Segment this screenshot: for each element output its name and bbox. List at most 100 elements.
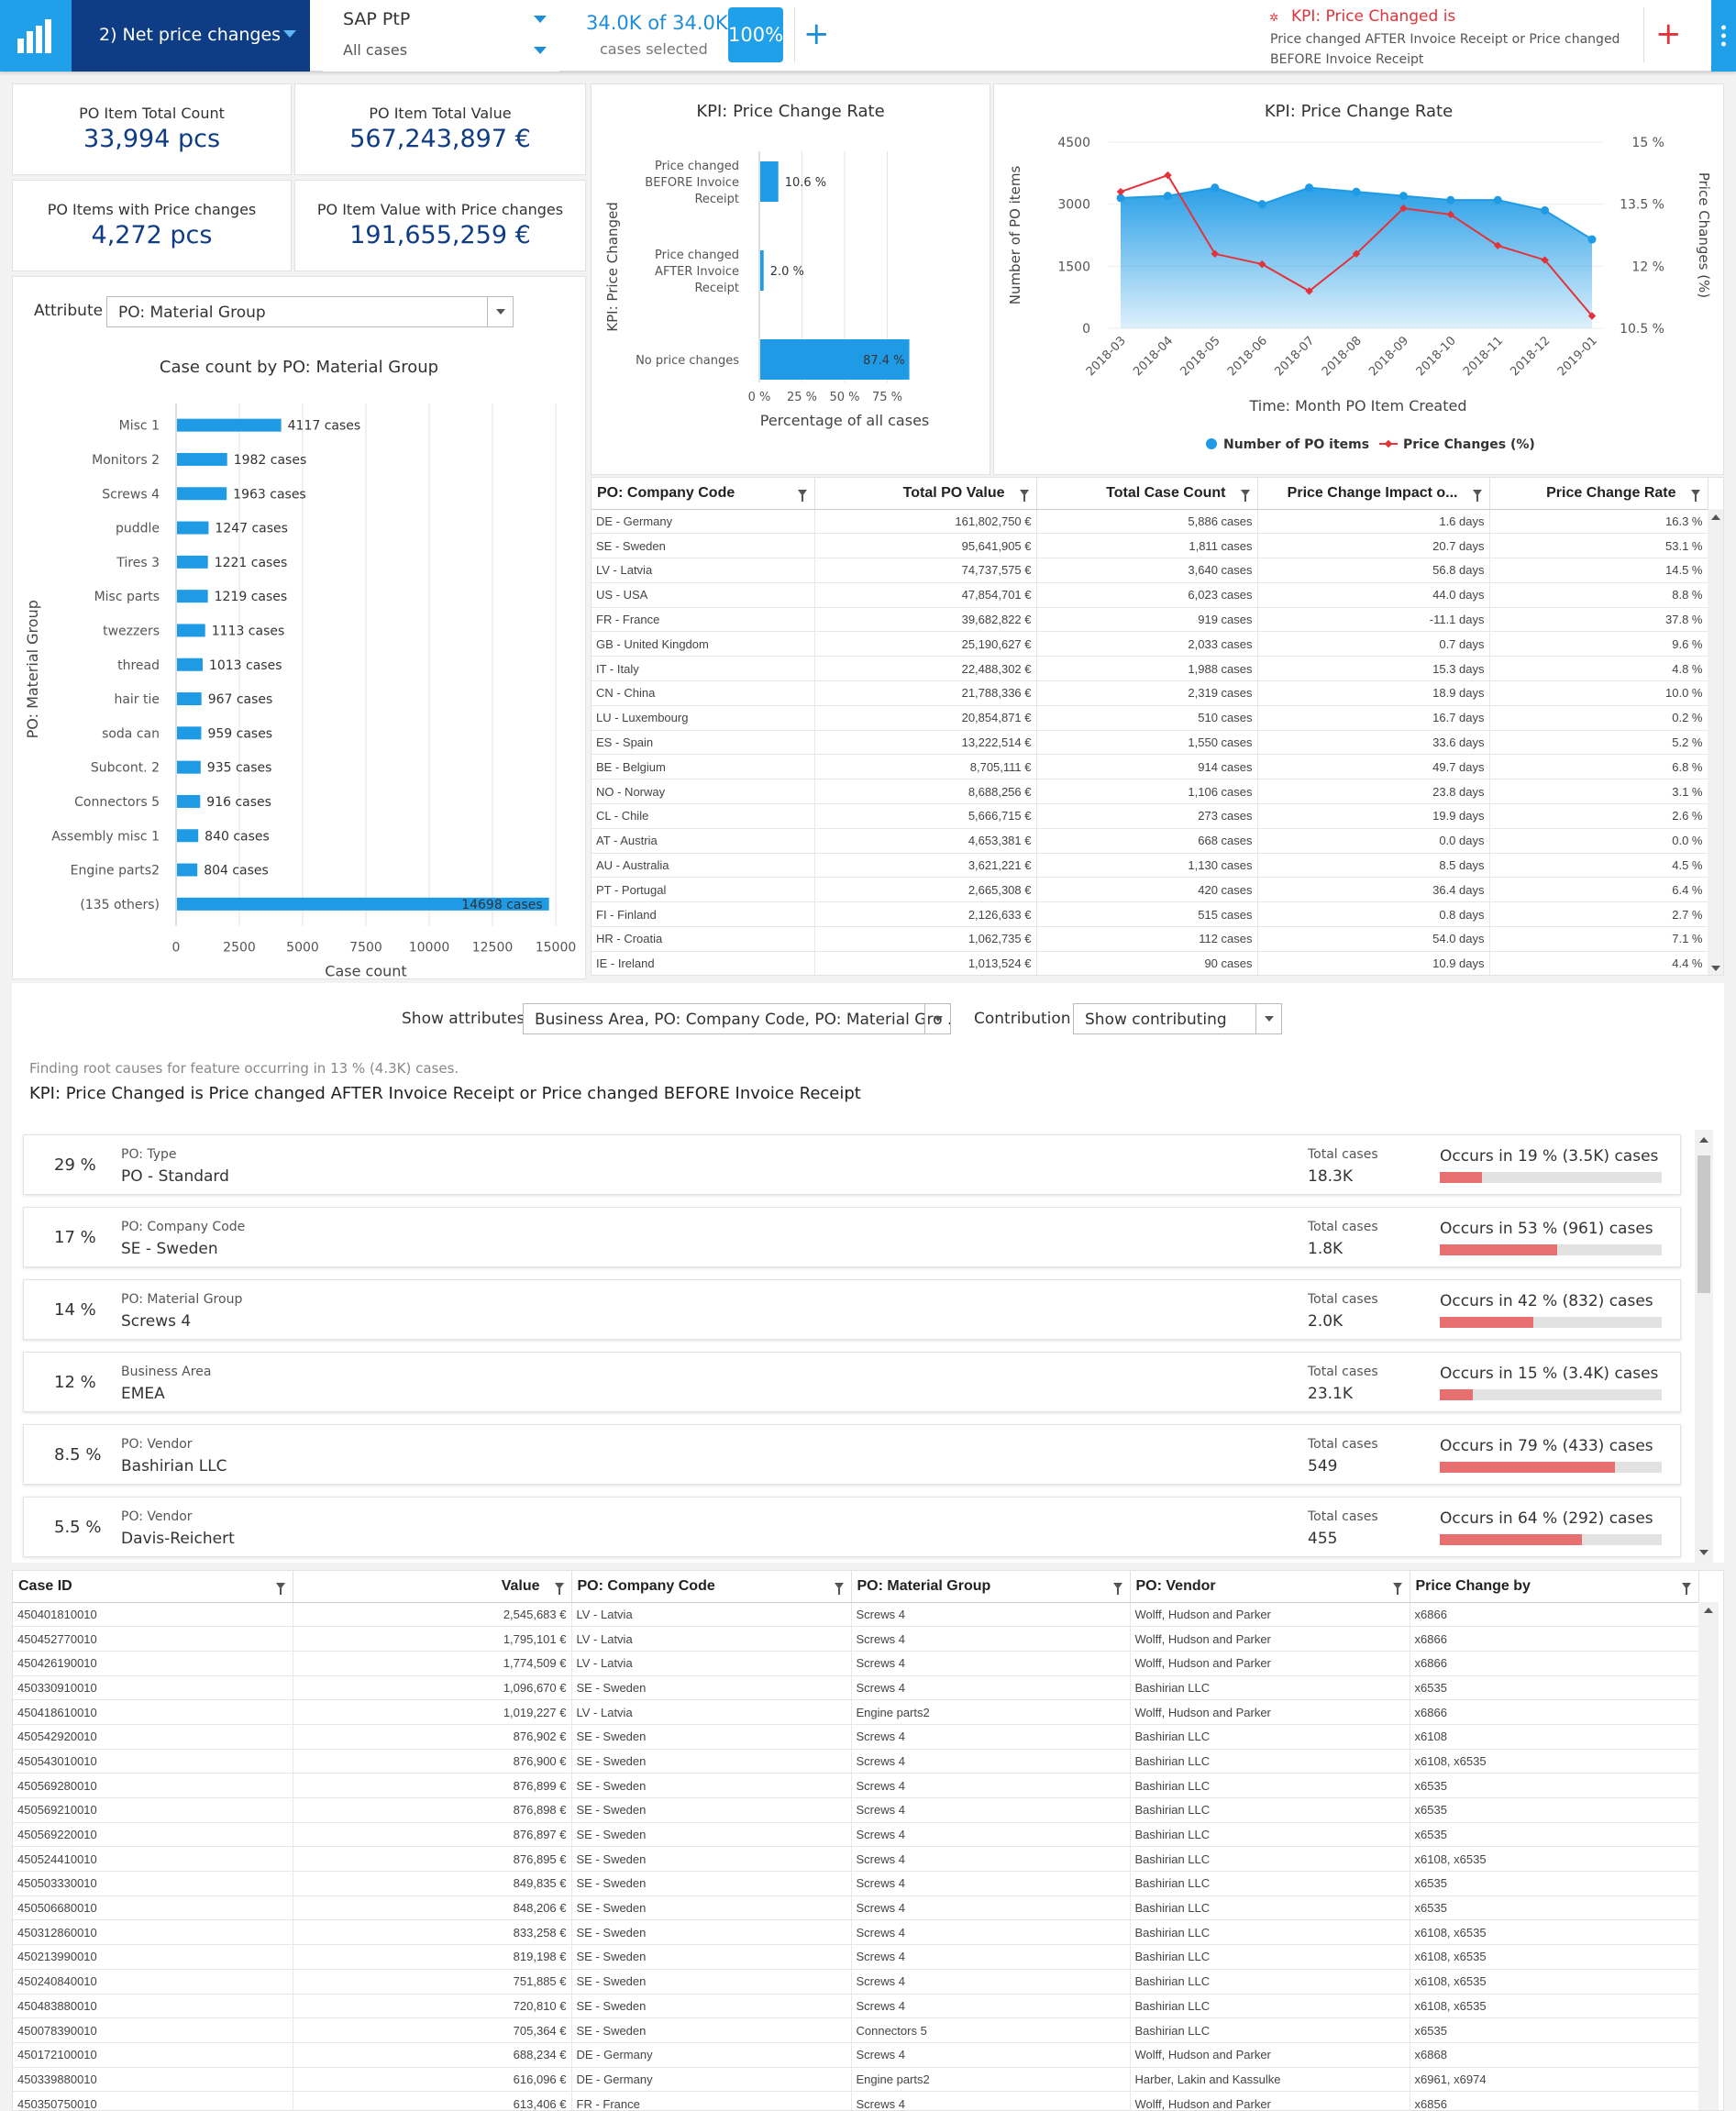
line-series-point[interactable] — [1493, 241, 1502, 250]
table-row[interactable]: 450524410010 876,895 € SE - Sweden Screws 4… — [13, 1846, 1699, 1873]
table-row[interactable]: 450569220010 876,897 € SE - Sweden Screws 4… — [13, 1822, 1699, 1848]
scroll-up-icon[interactable] — [1699, 1137, 1708, 1143]
add-kpi-filter-button[interactable]: + — [1655, 16, 1682, 52]
root-cause-card[interactable]: 5.5 % PO: Vendor Davis-Reichert Total cases… — [23, 1497, 1681, 1557]
column-header[interactable]: PO: Vendor — [1130, 1571, 1410, 1603]
scroll-down-icon[interactable] — [1699, 1550, 1708, 1555]
chevron-down-icon[interactable] — [534, 16, 547, 23]
table-row[interactable]: BE - Belgium 8,705,111 €914 cases 49.7 day… — [592, 754, 1708, 780]
area-series-point[interactable] — [1399, 192, 1408, 201]
bar[interactable] — [177, 418, 282, 432]
add-filter-button[interactable]: + — [803, 16, 830, 52]
bar[interactable] — [177, 590, 208, 603]
table-row[interactable]: CN - China 21,788,336 €2,319 cases 18.9 da… — [592, 680, 1708, 706]
more-menu-button[interactable] — [1711, 0, 1736, 72]
bar[interactable] — [177, 897, 549, 911]
table-row[interactable]: 450506680010 848,206 € SE - Sweden Screws 4… — [13, 1895, 1699, 1921]
column-header[interactable]: Total PO Value — [814, 478, 1037, 510]
column-header[interactable]: Price Change by — [1410, 1571, 1699, 1603]
line-series-point[interactable] — [1257, 260, 1266, 269]
filter-icon[interactable] — [1690, 490, 1700, 502]
column-header[interactable]: Total Case Count — [1036, 478, 1258, 510]
area-series-point[interactable] — [1163, 192, 1172, 201]
table-row[interactable]: FR - France 39,682,822 €919 cases -11.1 da… — [592, 607, 1708, 633]
line-series-point[interactable] — [1164, 171, 1172, 180]
table-row[interactable]: 450503330010 849,835 € SE - Sweden Screws 4… — [13, 1871, 1699, 1896]
bar[interactable] — [177, 794, 201, 808]
column-header[interactable]: PO: Material Group — [851, 1571, 1131, 1603]
root-cause-card[interactable]: 29 % PO: Type PO - Standard Total cases 18.3… — [23, 1134, 1681, 1195]
table-row[interactable]: 450339880010 616,096 € DE - Germany Engine … — [13, 2067, 1699, 2093]
chevron-down-icon[interactable] — [534, 47, 547, 54]
area-series-point[interactable] — [1587, 235, 1597, 244]
root-cause-card[interactable]: 12 % Business Area EMEA Total cases 23.1K Occ… — [23, 1352, 1681, 1412]
table-row[interactable]: 450078390010 705,364 € SE - Sweden Connecto… — [13, 2017, 1699, 2043]
table-row[interactable]: 450452770010 1,795,101 € LV - Latvia Screws… — [13, 1626, 1699, 1652]
filter-icon[interactable] — [1019, 490, 1029, 502]
table-row[interactable]: 450542920010 876,902 € SE - Sweden Screws 4… — [13, 1724, 1699, 1750]
column-header[interactable]: Price Change Rate — [1489, 478, 1708, 510]
scroll-down-icon[interactable] — [1711, 966, 1720, 971]
bar[interactable] — [760, 250, 764, 291]
table-row[interactable]: 450569210010 876,898 € SE - Sweden Screws 4… — [13, 1797, 1699, 1823]
analysis-selector[interactable]: 2) Net price changes — [72, 0, 310, 72]
area-series-point[interactable] — [1352, 187, 1361, 196]
line-series-point[interactable] — [1446, 210, 1455, 219]
bar[interactable] — [177, 658, 203, 671]
bar[interactable] — [177, 452, 227, 466]
table-row[interactable]: US - USA 47,854,701 €6,023 cases 44.0 days… — [592, 582, 1708, 608]
bar[interactable] — [177, 521, 209, 535]
table-row[interactable]: 450172100010 688,234 € DE - Germany Screws … — [13, 2042, 1699, 2068]
bar[interactable] — [177, 829, 199, 843]
root-cause-scrollbar[interactable] — [1695, 1130, 1713, 1563]
table-row[interactable]: 450418610010 1,019,227 € LV - Latvia Engine… — [13, 1699, 1699, 1725]
filter-icon[interactable] — [1392, 1583, 1402, 1595]
filter-icon[interactable] — [797, 490, 807, 502]
table-row[interactable]: DE - Germany 161,802,750 €5,886 cases 1.6 … — [592, 509, 1708, 535]
table-row[interactable]: 450483880010 720,810 € SE - Sweden Screws 4… — [13, 1994, 1699, 2019]
legend-label[interactable]: Price Changes (%) — [1403, 437, 1535, 452]
table-row[interactable]: AU - Australia 3,621,221 €1,130 cases 8.5 … — [592, 853, 1708, 879]
table-row[interactable]: GB - United Kingdom 25,190,627 €2,033 cas… — [592, 631, 1708, 658]
legend-label[interactable]: Number of PO items — [1223, 437, 1369, 452]
area-series-point[interactable] — [1305, 183, 1314, 193]
area-series-point[interactable] — [1116, 193, 1125, 203]
filter-icon[interactable] — [1240, 490, 1250, 502]
filter-icon[interactable] — [1112, 1583, 1122, 1595]
filter-icon[interactable] — [1681, 1583, 1691, 1595]
bar[interactable] — [177, 624, 205, 637]
filter-icon[interactable] — [275, 1583, 285, 1595]
bar[interactable] — [177, 555, 208, 569]
kpi-filter-chip[interactable]: ✲ KPI: Price Changed is Price changed AF… — [1256, 6, 1632, 67]
table-row[interactable]: LV - Latvia 74,737,575 €3,640 cases 56.8 d… — [592, 558, 1708, 583]
table-row[interactable]: IT - Italy 22,488,302 €1,988 cases 15.3 da… — [592, 656, 1708, 682]
area-series-point[interactable] — [1541, 205, 1550, 215]
root-cause-card[interactable]: 8.5 % PO: Vendor Bashirian LLC Total cases 5… — [23, 1424, 1681, 1485]
table-row[interactable]: 450240840010 751,885 € SE - Sweden Screws 4… — [13, 1969, 1699, 1995]
table-row[interactable]: FI - Finland 2,126,633 €515 cases 0.8 days… — [592, 901, 1708, 928]
bar[interactable] — [177, 692, 202, 706]
bar[interactable] — [177, 863, 198, 877]
bar[interactable] — [177, 487, 227, 501]
table-row[interactable]: 450426190010 1,774,509 € LV - Latvia Screws… — [13, 1651, 1699, 1676]
show-attributes-select[interactable]: Business Area, PO: Company Code, PO: Mat… — [523, 1003, 951, 1034]
column-header[interactable]: PO: Company Code — [592, 478, 815, 510]
table-row[interactable]: 450330910010 1,096,670 € SE - Sweden Screws… — [13, 1675, 1699, 1701]
area-series-point[interactable] — [1211, 183, 1220, 193]
table-row[interactable]: AT - Austria 4,653,381 €668 cases 0.0 days… — [592, 828, 1708, 854]
root-cause-card[interactable]: 14 % PO: Material Group Screws 4 Total case… — [23, 1279, 1681, 1340]
scroll-thumb[interactable] — [1697, 1155, 1710, 1293]
filter-icon[interactable] — [834, 1583, 844, 1595]
table-row[interactable]: HR - Croatia 1,062,735 €112 cases 54.0 day… — [592, 926, 1708, 952]
app-logo[interactable] — [0, 0, 72, 72]
contribution-select[interactable]: Show contributing — [1073, 1003, 1282, 1034]
table-row[interactable]: 450350750010 613,406 € FR - France Screws 4… — [13, 2091, 1699, 2110]
area-series-point[interactable] — [1446, 195, 1455, 204]
table-row[interactable]: 450213990010 819,198 € SE - Sweden Screws 4… — [13, 1944, 1699, 1970]
column-header[interactable]: Case ID — [13, 1571, 293, 1603]
table-row[interactable]: LU - Luxembourg 20,854,871 €510 cases 16.7… — [592, 705, 1708, 731]
table-row[interactable]: 450543010010 876,900 € SE - Sweden Screws 4… — [13, 1749, 1699, 1774]
bar[interactable] — [760, 161, 779, 202]
table-row[interactable]: CL - Chile 5,666,715 €273 cases 19.9 days 2… — [592, 803, 1708, 829]
data-source-selector[interactable]: SAP PtP All cases — [323, 0, 559, 72]
